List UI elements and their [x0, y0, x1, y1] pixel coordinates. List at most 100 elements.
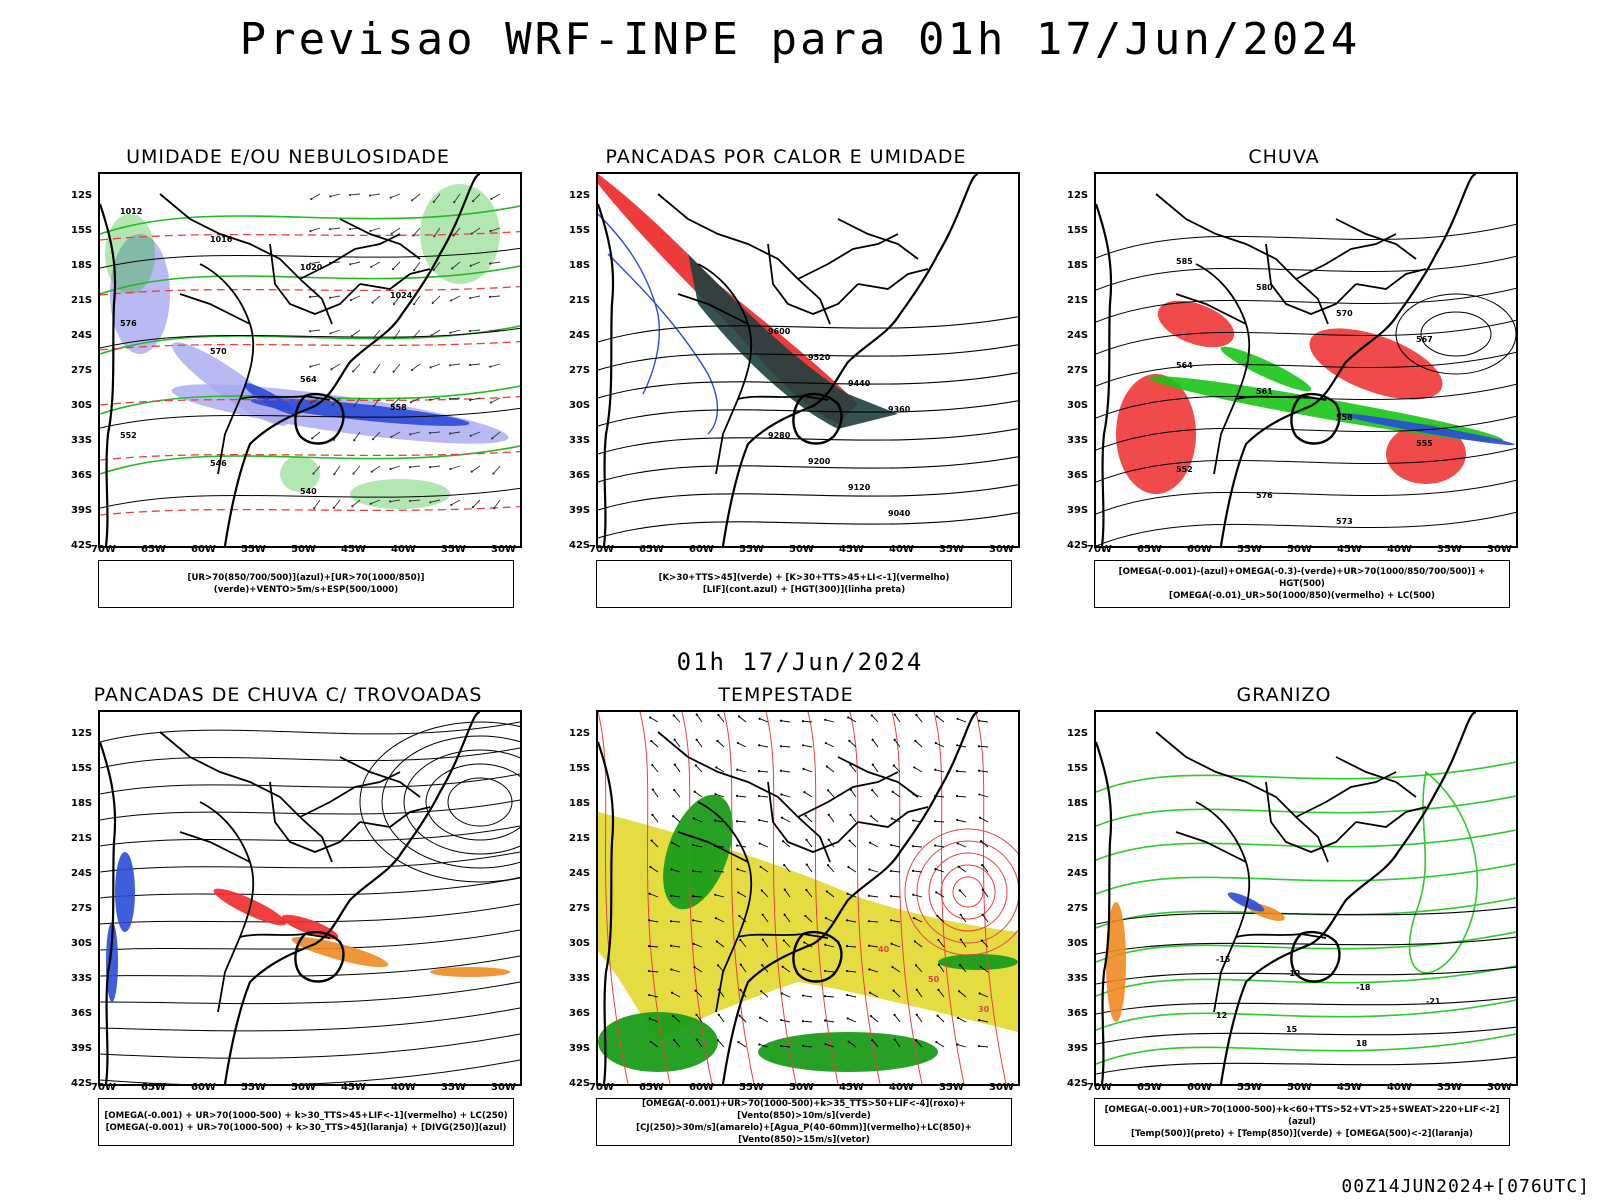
latitude-tick-label: 30S: [71, 938, 93, 949]
latitude-tick-label: 42S: [569, 540, 591, 551]
panel-caption: [OMEGA(-0.001)-(azul)+OMEGA(-0.3)-(verde…: [1094, 560, 1510, 608]
longitude-tick-label: 35W: [441, 544, 466, 555]
longitude-tick-label: 45W: [839, 1082, 864, 1093]
latitude-tick-label: 42S: [1067, 540, 1089, 551]
caption-line: [OMEGA(-0.001)-(azul)+OMEGA(-0.3)-(verde…: [1118, 567, 1486, 589]
longitude-tick-label: 45W: [839, 544, 864, 555]
latitude-tick-label: 42S: [569, 1078, 591, 1089]
longitude-tick-label: 30W: [1487, 1082, 1512, 1093]
latitude-tick-label: 12S: [1067, 190, 1089, 201]
latitude-tick-label: 33S: [1067, 435, 1089, 446]
longitude-tick-label: 35W: [441, 1082, 466, 1093]
caption-line: [CJ(250)>30m/s](amarelo)+[Agua_P(40-60mm…: [636, 1123, 972, 1145]
run-timestamp: 00Z14JUN2024+[076UTC]: [1341, 1176, 1590, 1197]
longitude-tick-label: 55W: [1237, 544, 1262, 555]
latitude-tick-label: 18S: [1067, 798, 1089, 809]
latitude-tick-label: 33S: [71, 435, 93, 446]
contour-label: 540: [300, 487, 317, 496]
contour-label: 9040: [888, 509, 911, 518]
latitude-tick-label: 18S: [569, 798, 591, 809]
longitude-tick-label: 35W: [1437, 544, 1462, 555]
caption-line: [OMEGA(-0.001) + UR>70(1000-500) + k>30_…: [105, 1123, 507, 1133]
contour-label: 558: [390, 403, 407, 412]
latitude-tick-label: 15S: [1067, 225, 1089, 236]
map-plot: [100, 712, 520, 1084]
longitude-tick-label: 55W: [241, 1082, 266, 1093]
contour-label: 564: [1176, 361, 1193, 370]
latitude-tick-label: 15S: [71, 225, 93, 236]
latitude-tick-label: 21S: [71, 833, 93, 844]
contour-label: 9120: [848, 483, 871, 492]
longitude-tick-label: 30W: [491, 544, 516, 555]
longitude-tick-label: 50W: [291, 1082, 316, 1093]
humidity-panel: UMIDADE E/OU NEBULOSIDADE 1012 1016 1020 102…: [71, 146, 522, 616]
longitude-tick-label: 45W: [341, 544, 366, 555]
latitude-tick-label: 18S: [569, 260, 591, 271]
longitude-tick-label: 55W: [739, 1082, 764, 1093]
longitude-tick-label: 40W: [391, 544, 416, 555]
latitude-tick-label: 27S: [569, 903, 591, 914]
latitude-tick-label: 27S: [71, 365, 93, 376]
contour-label: 30: [978, 1005, 990, 1014]
map-frame: 1012 1016 1020 1024 576 570 564 558 552 546 540: [98, 172, 522, 548]
latitude-tick-label: 42S: [71, 1078, 93, 1089]
latitude-tick-label: 36S: [1067, 470, 1089, 481]
thunderstorm-panel: PANCADAS DE CHUVA C/ TROVOADAS 12S 15S 18S 2…: [71, 684, 522, 1154]
longitude-tick-label: 45W: [1337, 1082, 1362, 1093]
contour-label: 9280: [768, 431, 791, 440]
latitude-tick-label: 15S: [71, 763, 93, 774]
longitude-tick-label: 30W: [1487, 544, 1512, 555]
latitude-tick-label: 18S: [1067, 260, 1089, 271]
latitude-tick-label: 36S: [569, 1008, 591, 1019]
longitude-tick-label: 30W: [989, 544, 1014, 555]
contour-label: 580: [1256, 283, 1273, 292]
contour-label: 1024: [390, 291, 413, 300]
latitude-tick-label: 36S: [1067, 1008, 1089, 1019]
panel-title: PANCADAS POR CALOR E UMIDADE: [605, 146, 967, 168]
latitude-tick-label: 39S: [71, 1043, 93, 1054]
contour-label: 1020: [300, 263, 323, 272]
panel-caption: [UR>70(850/700/500)](azul)+[UR>70(1000/8…: [98, 560, 514, 608]
map-frame: 9600 9520 9440 9360 9280 9200 9120 9040: [596, 172, 1020, 548]
latitude-tick-label: 12S: [569, 190, 591, 201]
latitude-tick-label: 18S: [71, 798, 93, 809]
longitude-tick-label: 30W: [491, 1082, 516, 1093]
contour-label: -21: [1426, 997, 1441, 1006]
longitude-tick-label: 40W: [1387, 544, 1412, 555]
latitude-tick-label: 27S: [71, 903, 93, 914]
caption-line: [OMEGA(-0.01)_UR>50(1000/850)(vermelho) …: [1169, 591, 1435, 601]
contour-label: 576: [1256, 491, 1273, 500]
caption-line: [LIF](cont.azul) + [HGT(300)](linha pret…: [702, 585, 906, 595]
latitude-tick-label: 42S: [1067, 1078, 1089, 1089]
latitude-tick-label: 30S: [1067, 938, 1089, 949]
latitude-tick-label: 12S: [569, 728, 591, 739]
panel-caption: [OMEGA(-0.001) + UR>70(1000-500) + k>30_…: [98, 1098, 514, 1146]
heat-showers-panel: PANCADAS POR CALOR E UMIDADE 9600 9520 9440…: [569, 146, 1020, 616]
contour-label: 12: [1216, 1011, 1227, 1020]
latitude-tick-label: 21S: [1067, 295, 1089, 306]
latitude-tick-label: 39S: [569, 505, 591, 516]
latitude-tick-label: 36S: [569, 470, 591, 481]
longitude-tick-label: 35W: [939, 1082, 964, 1093]
map-frame: -15 -12 -18 -21 12 15 18: [1094, 710, 1518, 1086]
caption-line: [UR>70(850/700/500)](azul)+[UR>70(1000/8…: [187, 573, 425, 595]
longitude-tick-label: 40W: [889, 1082, 914, 1093]
contour-label: 9600: [768, 327, 791, 336]
latitude-tick-label: 21S: [71, 295, 93, 306]
contour-label: 18: [1356, 1039, 1368, 1048]
longitude-tick-label: 55W: [241, 544, 266, 555]
latitude-tick-label: 39S: [569, 1043, 591, 1054]
longitude-tick-label: 70W: [91, 1082, 116, 1093]
caption-line: [OMEGA(-0.001)+UR>70(1000-500)+k>35_TTS>…: [642, 1099, 966, 1121]
longitude-tick-label: 60W: [689, 1082, 714, 1093]
longitude-tick-label: 65W: [1137, 1082, 1162, 1093]
panel-caption: [K>30+TTS>45](verde) + [K>30+TTS>45+LI<-…: [596, 560, 1012, 608]
latitude-tick-label: 24S: [71, 868, 93, 879]
longitude-tick-label: 45W: [341, 1082, 366, 1093]
longitude-tick-label: 70W: [589, 1082, 614, 1093]
longitude-tick-label: 45W: [1337, 544, 1362, 555]
latitude-tick-label: 15S: [1067, 763, 1089, 774]
contour-label: 40: [878, 945, 890, 954]
map-frame: 585 580 570 567 564 561 558 555 552 576 573: [1094, 172, 1518, 548]
contour-label: 50: [928, 975, 940, 984]
